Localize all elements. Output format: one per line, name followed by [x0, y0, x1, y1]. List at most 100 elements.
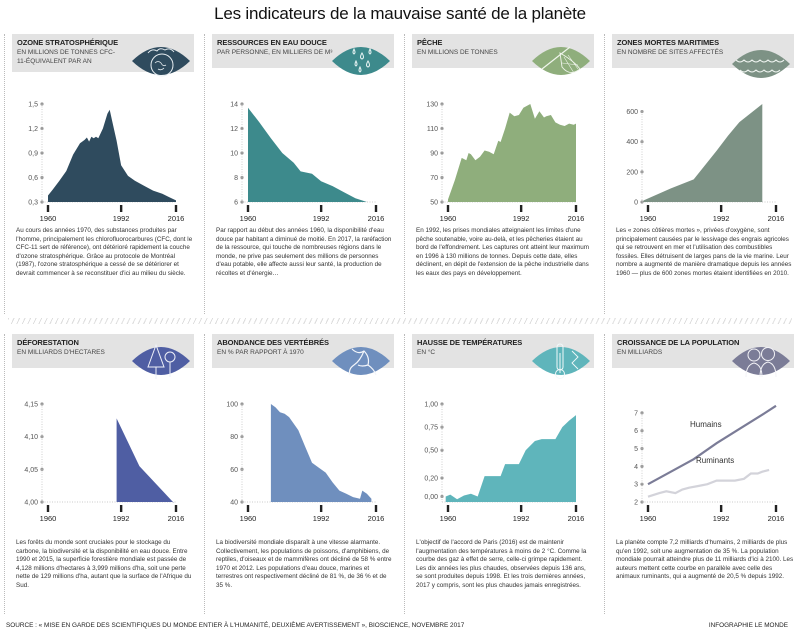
y-tick-label: 12 [230, 126, 238, 133]
y-tick-label: 4 [634, 464, 638, 471]
panel-description: L'objectif de l'accord de Paris (2016) e… [416, 539, 587, 589]
line-series-ruminants [647, 468, 770, 498]
y-tick-label: 0,9 [28, 151, 38, 158]
panel-subtitle: EN MILLIARDS [617, 349, 663, 356]
y-tick-label: 4,15 [24, 402, 38, 409]
x-tick-mark [374, 505, 378, 512]
y-tick-label: 1,2 [28, 126, 38, 133]
divider [204, 34, 205, 314]
x-tick-mark [519, 505, 523, 512]
x-tick-mark [119, 505, 123, 512]
area-series [445, 415, 576, 502]
divider [604, 34, 605, 314]
source-note: SOURCE : « MISE EN GARDE DES SCIENTIFIQU… [6, 622, 465, 629]
x-tick-label: 2016 [768, 514, 785, 523]
y-tick-dot [440, 126, 444, 131]
panel-subtitle: EN MILLIONS DE TONNES [417, 49, 498, 56]
x-tick-label: 1992 [513, 514, 530, 523]
x-tick-mark [774, 205, 778, 212]
panel-temperatures: HAUSSE DE TEMPÉRATURES EN °C 0,00 0,20 0,5… [404, 334, 594, 614]
x-tick-label: 1992 [713, 214, 730, 223]
y-tick-label: 0,20 [424, 475, 438, 482]
x-tick-mark [719, 505, 723, 512]
panel-description: Au cours des années 1970, des substances… [16, 227, 193, 277]
y-tick-label: 80 [230, 434, 238, 441]
y-tick-label: 7 [634, 410, 638, 417]
panel-title: ABONDANCE DES VERTÉBRÉS [217, 338, 329, 347]
panel-fishing: PÊCHE EN MILLIONS DE TONNES 50 70 90 110 130… [404, 34, 594, 314]
y-tick-label: 600 [626, 109, 638, 116]
panel-ozone: OZONE STRATOSPHÉRIQUE EN MILLIONS DE TON… [4, 34, 194, 314]
y-tick-dot [640, 482, 644, 486]
panel-subtitle: EN °C [417, 349, 436, 356]
panel-subtitle: PAR PERSONNE, EN MILLIERS DE M³ [217, 49, 333, 56]
x-tick-mark [46, 505, 50, 512]
y-tick-dot [440, 494, 444, 499]
x-tick-mark [174, 205, 178, 212]
x-tick-label: 2016 [368, 214, 385, 223]
x-tick-label: 2016 [768, 214, 785, 223]
y-tick-dot [240, 151, 244, 155]
x-tick-mark [319, 505, 323, 512]
y-tick-label: 0,00 [424, 494, 438, 501]
y-tick-dot [40, 151, 44, 155]
chart-ozone: 0,3 0,6 0,9 1,2 1,5 1960 1992 2016 [28, 102, 185, 224]
y-tick-label: 1,00 [424, 402, 438, 409]
x-tick-label: 1992 [713, 514, 730, 523]
panel-description: La planète compte 7,2 milliards d'humain… [616, 539, 794, 581]
panel-deforestation: DÉFORESTATION EN MILLIARDS D'HECTARES 4,… [4, 334, 194, 614]
y-tick-label: 6 [634, 428, 638, 435]
divider [204, 334, 205, 614]
divider [604, 334, 605, 614]
legend-label: Ruminants [696, 456, 734, 465]
y-tick-label: 40 [230, 500, 238, 507]
line-series-humains [647, 404, 777, 486]
x-tick-mark [519, 205, 523, 212]
x-tick-label: 2016 [168, 214, 185, 223]
y-tick-label: 5 [634, 446, 638, 453]
panel-subtitle: EN MILLIONS DE TONNES CFC-11-ÉQUIVALENT … [17, 49, 115, 65]
area-series [116, 418, 174, 503]
x-tick-label: 1992 [113, 514, 130, 523]
area-series [48, 109, 176, 202]
y-tick-dot [40, 126, 44, 131]
chart-population: 2 3 4 5 6 7 1960 1992 2016 Humains Ruminants [634, 404, 785, 523]
credit-note: INFOGRAPHIE LE MONDE [708, 622, 788, 629]
y-tick-label: 0,6 [28, 175, 38, 182]
y-tick-label: 50 [430, 200, 438, 207]
x-tick-mark [446, 205, 450, 212]
x-tick-label: 2016 [568, 514, 585, 523]
x-tick-mark [319, 205, 323, 212]
y-tick-label: 14 [230, 102, 238, 109]
x-tick-label: 1960 [640, 214, 657, 223]
chart-vertebrates: 40 60 80 100 1960 1992 2016 [226, 402, 384, 524]
legend-label: Humains [690, 420, 722, 429]
divider [4, 34, 5, 314]
chart-dead-zones: 0 200 400 600 1960 1992 2016 [626, 103, 785, 223]
x-tick-mark [446, 505, 450, 512]
panel-title: PÊCHE [417, 38, 443, 47]
frog-icon [332, 347, 390, 376]
y-tick-label: 6 [234, 200, 238, 207]
panel-dead-zones: ZONES MORTES MARITIMES EN NOMBRE DE SITE… [604, 34, 794, 314]
x-tick-mark [46, 205, 50, 212]
y-tick-dot [640, 411, 644, 415]
divider [4, 334, 5, 614]
x-tick-label: 1960 [240, 514, 257, 523]
panel-title: RESSOURCES EN EAU DOUCE [217, 38, 327, 47]
panel-freshwater: RESSOURCES EN EAU DOUCE PAR PERSONNE, EN… [204, 34, 394, 314]
x-tick-label: 2016 [168, 514, 185, 523]
panel-subtitle: EN % PAR RAPPORT À 1970 [217, 349, 304, 356]
panel-description: Par rapport au début des années 1960, la… [216, 227, 392, 277]
x-tick-mark [246, 205, 250, 212]
y-tick-dot [440, 448, 444, 452]
y-tick-label: 100 [226, 402, 238, 409]
panel-description: Les forêts du monde sont cruciales pour … [16, 539, 192, 589]
x-tick-label: 1960 [440, 214, 457, 223]
y-tick-dot [240, 126, 244, 131]
water-drops-icon [332, 47, 390, 75]
x-tick-label: 1992 [313, 514, 330, 523]
x-tick-mark [574, 205, 578, 212]
thermometer-icon [532, 343, 590, 379]
y-tick-label: 0,3 [28, 200, 38, 207]
